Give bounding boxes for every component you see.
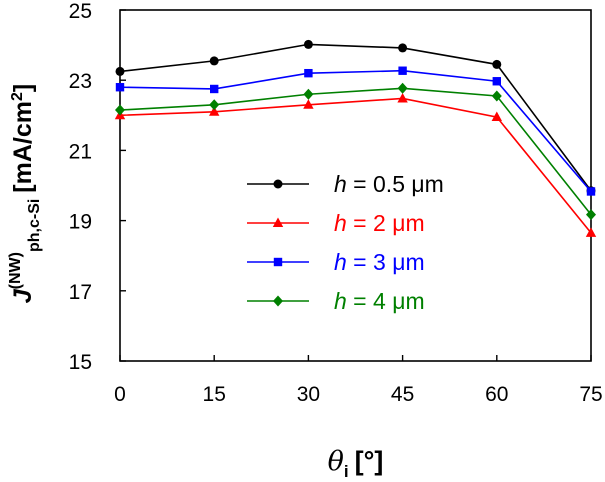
data-point: [209, 56, 219, 66]
y-axis-superscript: (NW): [7, 252, 24, 289]
series-line: [119, 69, 592, 192]
legend-item: h = 0.5 μm: [247, 171, 444, 197]
data-point: [303, 99, 314, 109]
series-1: [114, 92, 597, 237]
data-point: [304, 68, 313, 78]
y-tick-label: 19: [69, 211, 92, 234]
series-line: [119, 87, 592, 216]
x-axis-symbol: θ: [328, 446, 344, 477]
data-point: [398, 66, 407, 75]
data-point: [115, 66, 125, 76]
x-tick-label: 45: [391, 383, 414, 406]
x-tick-label: 60: [485, 383, 508, 406]
data-point: [585, 227, 597, 237]
legend-marker: [273, 257, 283, 267]
data-point: [586, 187, 596, 196]
legend-label-rest: = 3 μm: [347, 249, 425, 275]
x-axis-title: θi [°]: [328, 446, 384, 481]
series-3: [115, 82, 596, 221]
data-point: [397, 82, 408, 94]
data-point: [115, 104, 125, 116]
legend-item: h = 3 μm: [247, 249, 425, 275]
legend-label-var: h: [334, 210, 347, 236]
y-axis-unit-power: 2: [9, 92, 26, 101]
x-tick-label: 0: [114, 383, 126, 406]
legend-label: h = 4 μm: [334, 288, 425, 314]
y-tick-label: 21: [69, 140, 92, 163]
data-point: [491, 90, 502, 102]
legend-label: h = 0.5 μm: [334, 171, 444, 197]
x-axis-unit: [°]: [355, 446, 384, 476]
series-line: [119, 43, 592, 192]
legend-label-rest: = 4 μm: [347, 288, 425, 314]
y-tick-label: 15: [69, 351, 92, 374]
y-axis-symbol: J: [9, 288, 37, 303]
series-layer: [114, 39, 597, 237]
legend-item: h = 2 μm: [247, 210, 425, 236]
y-tick-label: 23: [69, 70, 92, 93]
x-axis-subscript: i: [344, 462, 349, 481]
plot-frame: [119, 9, 592, 362]
data-point: [397, 92, 408, 103]
y-tick-label: 17: [69, 281, 92, 304]
legend-label: h = 2 μm: [334, 210, 425, 236]
data-point: [492, 77, 501, 86]
legend-marker: [273, 295, 283, 307]
x-tick-label: 75: [579, 383, 602, 406]
y-axis-subscript: ph,c-Si: [26, 199, 43, 252]
data-point: [209, 99, 220, 111]
data-point: [398, 43, 408, 53]
legend-label-var: h: [334, 171, 347, 197]
data-point: [303, 39, 313, 49]
legend-marker: [272, 217, 284, 227]
x-tick-label: 30: [297, 383, 320, 406]
data-point: [209, 106, 220, 116]
legend-label-rest: = 2 μm: [347, 210, 425, 236]
y-axis-unit-prefix: [mA/cm: [9, 101, 37, 193]
legend-item: h = 4 μm: [247, 288, 425, 314]
legend-label-var: h: [334, 288, 347, 314]
data-point: [303, 88, 314, 100]
data-point: [491, 111, 502, 122]
legend-label: h = 3 μm: [334, 249, 425, 275]
axis-ticks: 0 15 30 45 60 75 15 17 19 21 23 25: [69, 0, 603, 406]
data-point: [115, 83, 125, 92]
x-tick-label: 15: [203, 383, 226, 406]
data-point: [210, 84, 219, 94]
legend-label-var: h: [334, 249, 347, 275]
legend-marker: [273, 179, 283, 189]
y-axis-title: J(NW)ph,c-Si [mA/cm2]: [7, 84, 43, 303]
y-axis-unit-suffix: ]: [9, 84, 37, 92]
series-2: [115, 66, 596, 196]
legend: h = 0.5 μmh = 2 μmh = 3 μmh = 4 μm: [247, 171, 444, 314]
data-point: [492, 59, 502, 69]
y-tick-label: 25: [69, 0, 92, 23]
legend-label-rest: = 0.5 μm: [347, 171, 444, 197]
series-line: [119, 97, 592, 234]
data-point: [586, 209, 596, 221]
